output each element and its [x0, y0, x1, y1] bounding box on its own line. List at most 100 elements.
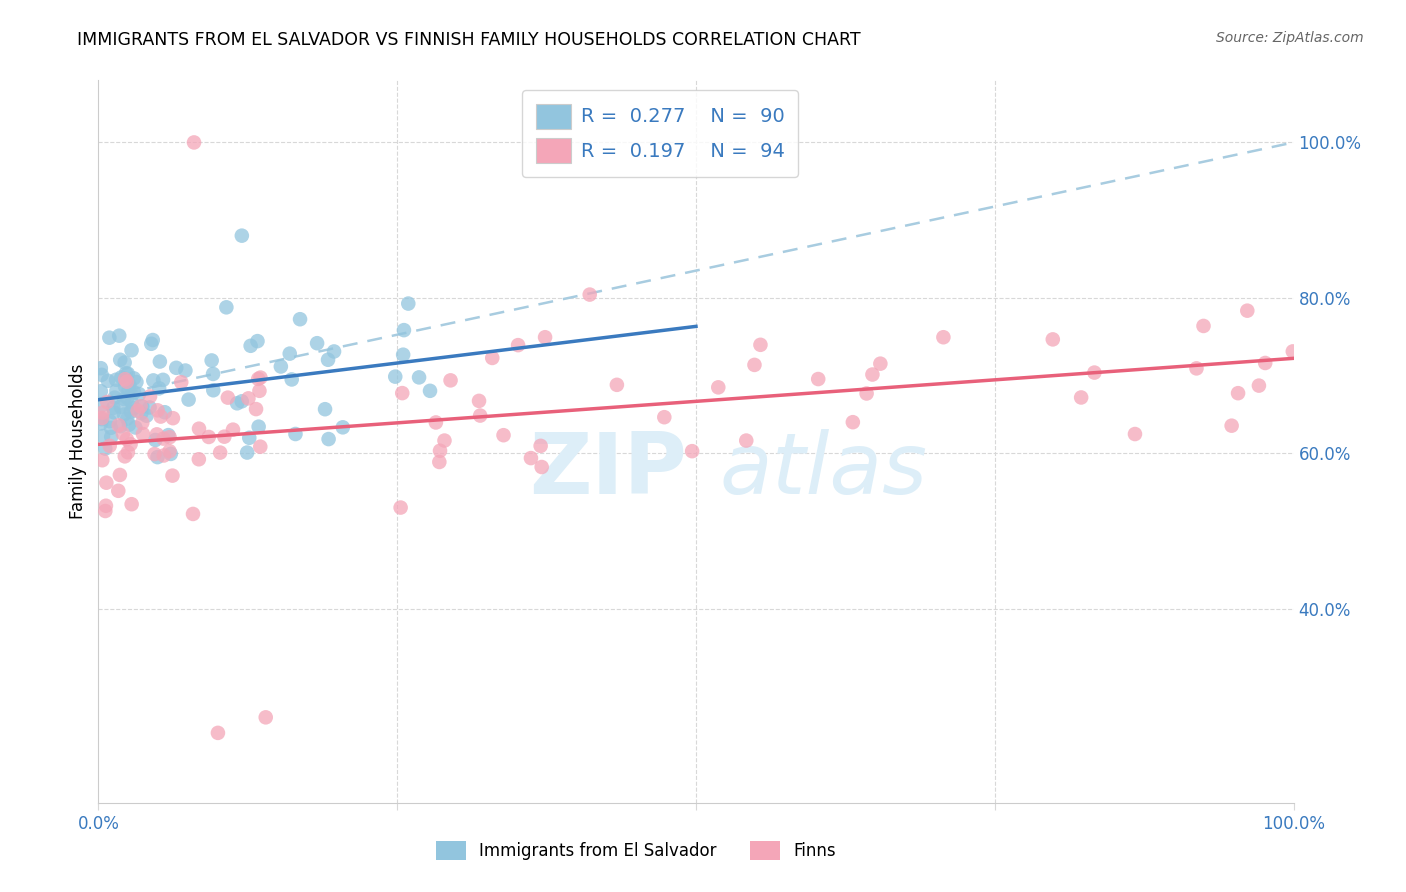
Point [249, 440, 271, 454]
Point [1247, 378, 1270, 392]
Point [121, 497, 143, 511]
Point [97, 374, 120, 388]
Point [735, 434, 758, 448]
Point [481, 351, 503, 365]
Point [391, 386, 413, 401]
Point [121, 395, 143, 409]
Point [749, 338, 772, 352]
Point [278, 346, 301, 360]
Point [231, 228, 253, 243]
Point [862, 368, 884, 382]
Point [121, 343, 143, 358]
Text: ZIP: ZIP [529, 429, 686, 512]
Point [183, 136, 205, 150]
Point [107, 483, 129, 498]
Point [91, 411, 114, 425]
Point [125, 375, 148, 389]
Point [855, 386, 877, 401]
Point [100, 421, 122, 435]
Point [396, 296, 419, 310]
Point [91, 412, 114, 426]
Point [1192, 318, 1215, 333]
Point [1070, 391, 1092, 405]
Point [143, 447, 166, 461]
Point [90, 368, 112, 382]
Point [520, 451, 543, 466]
Point [115, 366, 138, 380]
Point [1227, 386, 1250, 401]
Point [141, 336, 163, 351]
Text: atlas: atlas [720, 429, 928, 512]
Point [131, 400, 153, 414]
Point [578, 287, 600, 301]
Point [492, 428, 515, 442]
Point [153, 405, 176, 419]
Point [254, 710, 277, 724]
Point [197, 430, 219, 444]
Point [217, 391, 239, 405]
Point [187, 452, 209, 467]
Point [384, 369, 406, 384]
Point [128, 387, 150, 401]
Point [117, 367, 139, 381]
Point [90, 361, 112, 376]
Point [118, 417, 141, 432]
Point [245, 402, 267, 417]
Point [152, 373, 174, 387]
Point [132, 427, 155, 442]
Point [103, 405, 125, 419]
Point [316, 352, 339, 367]
Point [146, 427, 169, 442]
Point [120, 405, 142, 419]
Point [389, 500, 412, 515]
Point [98, 331, 121, 345]
Point [148, 381, 170, 395]
Point [238, 392, 260, 406]
Point [1281, 344, 1303, 359]
Point [94, 442, 117, 456]
Point [419, 384, 441, 398]
Point [162, 468, 184, 483]
Point [157, 428, 180, 442]
Point [744, 358, 766, 372]
Point [131, 416, 153, 430]
Point [231, 394, 253, 409]
Point [139, 389, 162, 403]
Point [105, 384, 128, 398]
Point [110, 419, 132, 434]
Point [118, 378, 141, 392]
Point [439, 373, 461, 387]
Point [142, 373, 165, 387]
Point [652, 410, 675, 425]
Point [149, 354, 172, 368]
Point [142, 333, 165, 347]
Point [177, 392, 200, 407]
Point [425, 416, 447, 430]
Point [108, 352, 131, 367]
Point [247, 372, 270, 386]
Point [707, 380, 730, 394]
Point [270, 359, 292, 374]
Text: Source: ZipAtlas.com: Source: ZipAtlas.com [1216, 31, 1364, 45]
Point [162, 411, 184, 425]
Point [117, 384, 139, 398]
Point [202, 384, 225, 398]
Point [90, 384, 112, 399]
Point [153, 449, 176, 463]
Point [842, 415, 865, 429]
Point [146, 403, 169, 417]
Point [408, 370, 430, 384]
Point [427, 455, 450, 469]
Point [869, 357, 891, 371]
Point [145, 433, 167, 447]
Point [131, 406, 153, 420]
Point [108, 328, 131, 343]
Point [1236, 303, 1258, 318]
Point [534, 330, 557, 344]
Point [112, 392, 135, 406]
Y-axis label: Family Households: Family Households [69, 364, 87, 519]
Point [152, 432, 174, 446]
Point [433, 434, 456, 448]
Point [932, 330, 955, 344]
Point [246, 334, 269, 348]
